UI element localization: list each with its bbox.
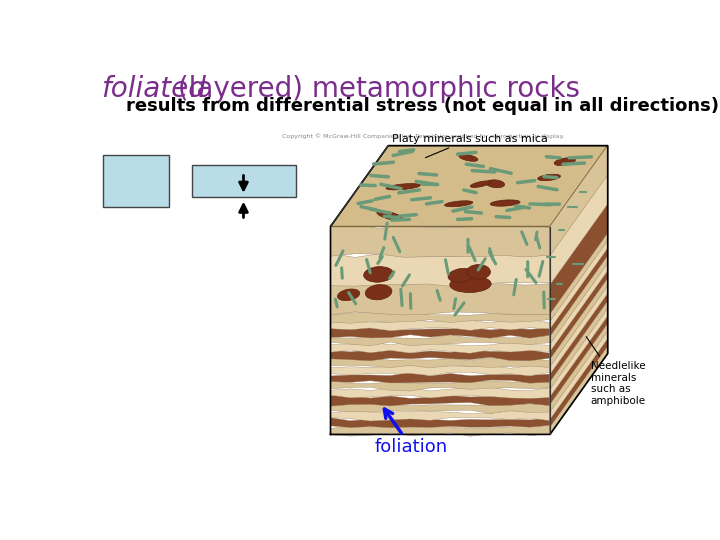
Text: results from differential stress (not equal in all directions): results from differential stress (not eq… <box>101 97 719 115</box>
Polygon shape <box>330 395 550 406</box>
Polygon shape <box>550 146 608 255</box>
Text: Platy minerals such as mica: Platy minerals such as mica <box>392 134 548 158</box>
Polygon shape <box>550 339 608 427</box>
Ellipse shape <box>448 268 474 282</box>
Polygon shape <box>330 327 550 338</box>
Ellipse shape <box>490 200 520 206</box>
Text: (layered) metamorphic rocks: (layered) metamorphic rocks <box>168 75 580 103</box>
Polygon shape <box>550 240 608 329</box>
Ellipse shape <box>486 180 505 188</box>
Polygon shape <box>550 204 608 314</box>
Polygon shape <box>550 255 608 344</box>
Text: foliation: foliation <box>375 409 448 456</box>
Polygon shape <box>330 357 550 368</box>
Polygon shape <box>330 373 550 383</box>
Polygon shape <box>550 308 608 397</box>
Text: Copyright © McGraw-Hill Companies, Inc. Permission required for reproduction or : Copyright © McGraw-Hill Companies, Inc. … <box>282 134 564 139</box>
Ellipse shape <box>554 158 575 166</box>
Ellipse shape <box>459 154 478 161</box>
Ellipse shape <box>470 181 491 187</box>
Polygon shape <box>330 365 550 376</box>
Polygon shape <box>330 387 550 399</box>
Polygon shape <box>550 278 608 367</box>
Polygon shape <box>550 248 608 336</box>
Polygon shape <box>550 323 608 412</box>
Polygon shape <box>330 411 550 421</box>
Polygon shape <box>550 233 608 321</box>
Ellipse shape <box>450 276 491 293</box>
Polygon shape <box>550 293 608 382</box>
Ellipse shape <box>386 184 420 190</box>
Polygon shape <box>330 146 608 226</box>
Ellipse shape <box>444 201 473 207</box>
Bar <box>104 155 168 207</box>
Polygon shape <box>550 271 608 359</box>
Text: foliated: foliated <box>101 75 206 103</box>
Ellipse shape <box>377 211 403 221</box>
Ellipse shape <box>365 285 392 300</box>
Ellipse shape <box>338 289 360 301</box>
Polygon shape <box>330 312 550 323</box>
Polygon shape <box>330 225 550 257</box>
Polygon shape <box>330 320 550 330</box>
Bar <box>192 165 296 197</box>
Polygon shape <box>330 282 550 315</box>
Polygon shape <box>550 146 608 434</box>
Polygon shape <box>330 253 550 287</box>
Polygon shape <box>330 335 550 346</box>
Polygon shape <box>330 342 550 353</box>
Text: Needlelike
minerals
such as
amphibole: Needlelike minerals such as amphibole <box>586 336 646 406</box>
Polygon shape <box>550 175 608 285</box>
Ellipse shape <box>364 267 393 282</box>
Polygon shape <box>550 346 608 434</box>
Polygon shape <box>550 263 608 352</box>
Polygon shape <box>550 286 608 374</box>
Polygon shape <box>550 301 608 389</box>
Polygon shape <box>550 331 608 420</box>
Ellipse shape <box>538 174 560 181</box>
Polygon shape <box>330 381 550 391</box>
Polygon shape <box>330 425 550 436</box>
Polygon shape <box>550 316 608 404</box>
Polygon shape <box>330 418 550 428</box>
Polygon shape <box>330 350 550 361</box>
Ellipse shape <box>467 265 490 279</box>
Polygon shape <box>330 403 550 414</box>
